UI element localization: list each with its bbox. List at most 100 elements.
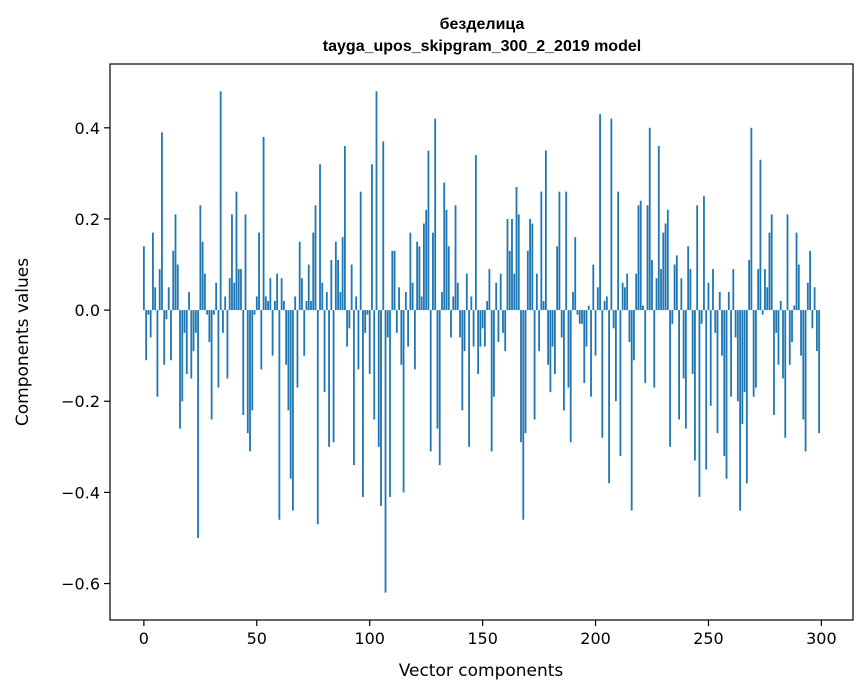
bar bbox=[628, 310, 631, 342]
y-tick-label: −0.6 bbox=[61, 575, 100, 594]
bar bbox=[802, 310, 805, 420]
bar bbox=[398, 287, 400, 311]
bar bbox=[477, 310, 480, 374]
bar bbox=[429, 310, 432, 452]
bar bbox=[811, 310, 814, 329]
chart-subtitle: tayga_upos_skipgram_300_2_2019 model bbox=[323, 38, 641, 55]
bar bbox=[565, 191, 568, 311]
bar bbox=[542, 300, 545, 311]
bar bbox=[400, 310, 403, 365]
bar bbox=[493, 310, 495, 397]
bar bbox=[748, 259, 751, 311]
bar bbox=[764, 269, 766, 311]
bar bbox=[741, 310, 744, 425]
bar bbox=[558, 191, 561, 311]
bar bbox=[323, 310, 326, 393]
bar bbox=[800, 310, 802, 356]
bar bbox=[725, 310, 728, 479]
bar bbox=[156, 310, 159, 397]
bar bbox=[486, 300, 489, 311]
bar bbox=[795, 232, 798, 311]
bar bbox=[732, 269, 735, 311]
bar bbox=[721, 310, 723, 356]
bar bbox=[436, 310, 439, 429]
bar bbox=[599, 114, 601, 311]
bar bbox=[208, 310, 211, 342]
y-axis-label: Components values bbox=[13, 258, 33, 426]
bar bbox=[185, 310, 188, 374]
bar bbox=[712, 269, 714, 311]
bar bbox=[319, 164, 321, 311]
bar bbox=[282, 300, 285, 311]
bar bbox=[621, 282, 624, 311]
bar bbox=[350, 264, 353, 311]
bar bbox=[432, 232, 434, 311]
bar bbox=[694, 310, 696, 461]
bar bbox=[314, 205, 317, 311]
x-tick-label: 300 bbox=[806, 629, 837, 648]
bar bbox=[646, 205, 649, 311]
bar bbox=[490, 310, 493, 452]
bar bbox=[612, 310, 615, 329]
bar bbox=[395, 310, 398, 333]
bar bbox=[294, 296, 297, 311]
x-tick-label: 250 bbox=[693, 629, 724, 648]
bar bbox=[664, 223, 667, 311]
bar bbox=[617, 191, 620, 311]
bar bbox=[364, 310, 367, 333]
bar bbox=[301, 278, 303, 311]
bar bbox=[170, 310, 172, 361]
bar bbox=[522, 310, 525, 520]
bar bbox=[353, 310, 355, 466]
bar bbox=[619, 310, 622, 456]
bar bbox=[285, 310, 288, 365]
bar bbox=[418, 246, 421, 311]
bar bbox=[651, 259, 653, 311]
bar bbox=[303, 310, 306, 356]
bar bbox=[691, 310, 694, 374]
bar bbox=[750, 127, 753, 311]
bar bbox=[730, 310, 732, 397]
bar bbox=[818, 310, 821, 434]
bar bbox=[578, 310, 581, 324]
bar bbox=[544, 150, 547, 311]
bar bbox=[197, 310, 199, 538]
bar bbox=[427, 150, 430, 311]
bar bbox=[271, 310, 274, 356]
bar bbox=[355, 296, 358, 311]
bar bbox=[777, 310, 780, 365]
bar bbox=[434, 118, 437, 311]
bar bbox=[603, 300, 606, 311]
bar bbox=[515, 187, 518, 311]
bar bbox=[786, 214, 789, 311]
bar bbox=[806, 282, 809, 311]
bar bbox=[298, 241, 301, 311]
bar bbox=[217, 310, 220, 388]
bar bbox=[222, 310, 224, 333]
y-tick-label: 0.4 bbox=[75, 119, 100, 138]
bar bbox=[420, 296, 423, 311]
bar bbox=[373, 310, 376, 420]
bar bbox=[359, 191, 362, 311]
bar bbox=[529, 218, 531, 311]
bar bbox=[551, 310, 554, 347]
bar bbox=[759, 159, 762, 311]
bar bbox=[671, 310, 674, 324]
bar bbox=[357, 310, 360, 370]
bar bbox=[463, 310, 466, 352]
bar bbox=[553, 310, 556, 374]
bar bbox=[680, 278, 683, 311]
bar bbox=[240, 269, 242, 311]
bar bbox=[203, 273, 206, 311]
bar bbox=[538, 310, 540, 352]
bar bbox=[384, 310, 387, 593]
bar bbox=[535, 273, 538, 311]
bar bbox=[447, 246, 450, 311]
bar bbox=[258, 232, 260, 311]
bar bbox=[581, 310, 583, 324]
bar bbox=[459, 310, 461, 338]
bar bbox=[745, 310, 748, 484]
bar bbox=[547, 310, 550, 365]
bar bbox=[244, 214, 247, 311]
